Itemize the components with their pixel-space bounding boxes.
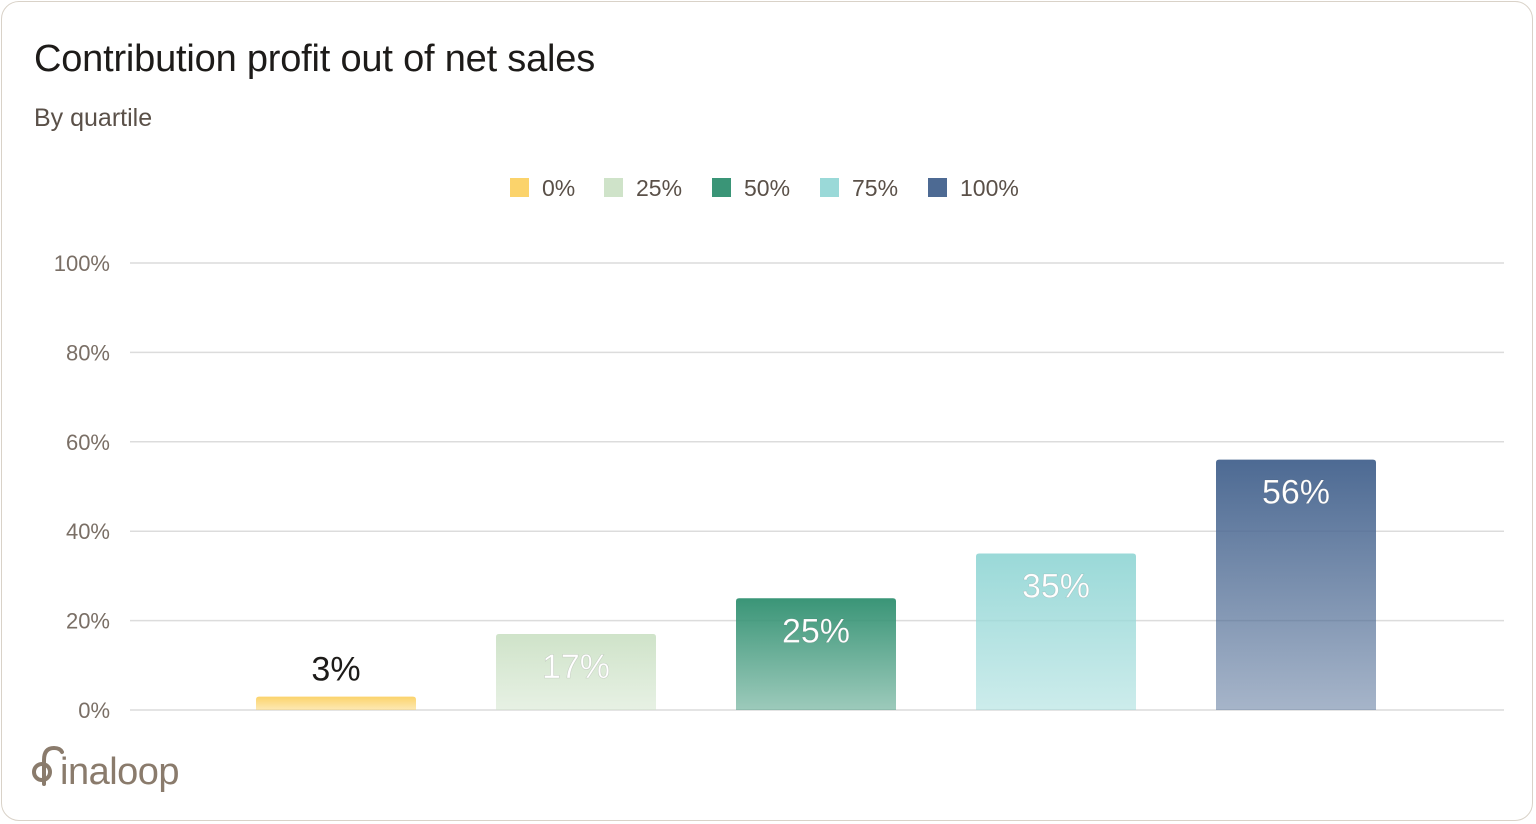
- bar-100pct: [1216, 459, 1376, 710]
- y-tick-label: 20%: [66, 609, 110, 634]
- y-axis-ticks: 0% 20% 40% 60% 80% 100%: [54, 251, 110, 723]
- bar-50pct: [736, 598, 896, 710]
- chart-data-labels: 3% 17% 25% 35% 56%: [311, 473, 1330, 689]
- bar-data-label: 3%: [311, 651, 360, 689]
- chart-legend: 0% 25% 50% 75% 100%: [510, 175, 1019, 201]
- bar-75pct: [976, 553, 1136, 710]
- bar-data-label: 56%: [1262, 474, 1330, 512]
- chart-title: Contribution profit out of net sales: [34, 38, 596, 80]
- bar-25pct: [496, 634, 656, 710]
- legend-swatch: [820, 178, 839, 197]
- legend-swatch: [928, 178, 947, 197]
- legend-label: 75%: [852, 175, 898, 201]
- bar-data-label: 17%: [542, 648, 610, 686]
- y-tick-label: 60%: [66, 430, 110, 455]
- finaloop-logo: inaloop: [32, 745, 180, 793]
- legend-swatch: [712, 178, 731, 197]
- legend-swatch: [604, 178, 623, 197]
- logo-wordmark: inaloop: [60, 751, 179, 793]
- bar-0pct: [256, 696, 416, 710]
- legend-label: 0%: [542, 175, 575, 201]
- legend-swatch: [510, 178, 529, 197]
- bar-data-label: 25%: [782, 612, 850, 650]
- legend-label: 25%: [636, 175, 682, 201]
- bar-data-label: 35%: [1022, 568, 1090, 606]
- legend-label: 50%: [744, 175, 790, 201]
- y-tick-label: 0%: [78, 698, 110, 723]
- y-tick-label: 40%: [66, 519, 110, 544]
- chart-subtitle: By quartile: [34, 104, 153, 132]
- y-tick-label: 100%: [54, 251, 110, 276]
- legend-label: 100%: [960, 175, 1019, 201]
- chart-bars: [256, 459, 1376, 710]
- y-tick-label: 80%: [66, 340, 110, 365]
